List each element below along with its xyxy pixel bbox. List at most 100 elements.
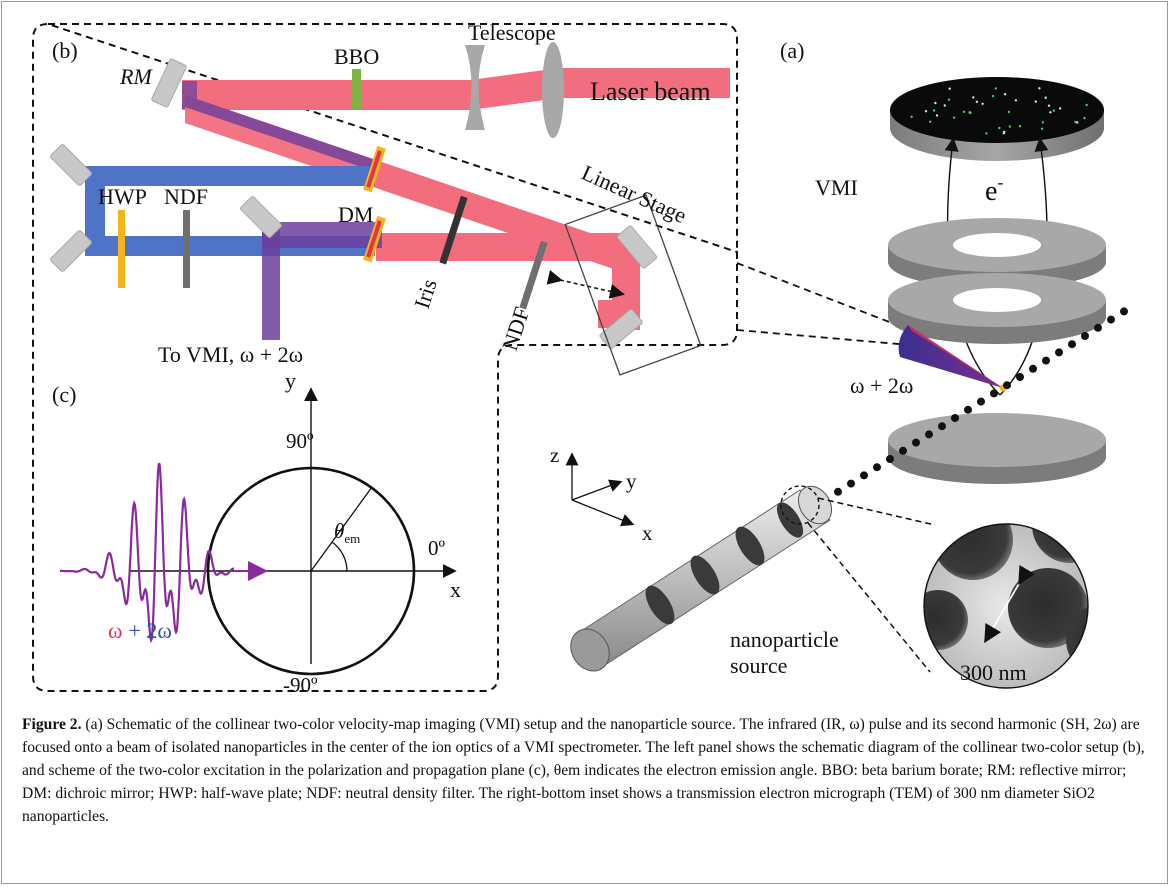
detector-hit — [1008, 125, 1012, 128]
electron-label: e- — [985, 172, 1003, 207]
to-vmi-label: To VMI, ω + 2ω — [158, 342, 303, 367]
detector-hit — [975, 100, 979, 104]
detector-hit — [929, 120, 932, 123]
beam-nanoparticle — [977, 397, 985, 406]
panel-b-optical-setup: (b) RM BBO Telescope Laser beam HWP NDF … — [50, 20, 730, 376]
stage-mirror-top — [616, 225, 658, 269]
polarization-circle — [206, 466, 416, 676]
bbo-crystal — [352, 69, 361, 109]
axis-y-label: y — [626, 469, 637, 493]
axis-y — [571, 479, 623, 501]
beam-nanoparticle — [1055, 348, 1063, 357]
linear-stage-box — [564, 194, 702, 376]
ndf-blue-label: NDF — [164, 184, 208, 209]
detector-hit — [910, 115, 913, 119]
beam-nanoparticle — [1120, 307, 1128, 316]
panel-a-label: (a) — [780, 38, 804, 63]
ring-electrode-2-hole — [953, 288, 1041, 312]
detector-hit — [998, 126, 1001, 130]
beam-nanoparticle — [873, 463, 881, 472]
zoom-line-lower — [736, 329, 911, 346]
detector-hit — [1049, 111, 1052, 114]
detector-hit — [1085, 103, 1088, 107]
beam-nanoparticle — [1068, 340, 1076, 349]
detector-hit — [947, 98, 951, 101]
figure-illustration: (b) RM BBO Telescope Laser beam HWP NDF … — [32, 20, 1128, 697]
beam-nanoparticle — [1003, 381, 1011, 390]
source-label-line2: source — [730, 653, 787, 678]
tem-zoom-origin — [780, 485, 820, 525]
mirror-top-left — [50, 144, 92, 186]
deg-90-label: 90º — [286, 429, 314, 453]
ring-electrode-1-hole — [953, 233, 1041, 257]
laser-beam-label: Laser beam — [590, 77, 711, 106]
tem-particle-4 — [924, 590, 968, 650]
detector-hit — [935, 114, 939, 117]
beam-nanoparticle — [1081, 332, 1089, 340]
detector-hit — [924, 110, 928, 113]
beam-nanoparticle — [1094, 323, 1102, 332]
detector-hit — [1076, 121, 1079, 124]
source-label-line1: nanoparticle — [730, 627, 839, 652]
detector-hit — [1007, 110, 1011, 114]
rm-label: RM — [119, 64, 153, 89]
stage-motion-arrow — [546, 270, 625, 299]
tem-zoom-line-1 — [817, 497, 936, 526]
detector-screen — [890, 77, 1104, 143]
telescope-convex-lens — [542, 42, 564, 138]
detector-hit — [1034, 100, 1038, 103]
beam-nanoparticle — [912, 438, 920, 447]
axis-x — [571, 499, 635, 527]
omega-2omega-label: ω + 2ω — [108, 618, 172, 643]
laser-beam-main — [182, 68, 730, 110]
detector-hit — [1047, 104, 1051, 107]
beam-nanoparticle — [1016, 373, 1024, 381]
beam-nanoparticle — [886, 455, 894, 463]
beam-nanoparticle — [938, 422, 946, 431]
detector-hit — [1038, 87, 1041, 90]
panel-b-label: (b) — [52, 38, 78, 63]
tem-inset: 300 nm — [923, 523, 1089, 689]
detector-hit — [985, 132, 988, 135]
panel-bc-dashed-outline — [32, 22, 738, 692]
detector-hit — [1083, 116, 1086, 120]
ndf-plate-blue — [183, 210, 190, 288]
tem-particle-2 — [1032, 524, 1088, 563]
detector-hit — [1052, 109, 1056, 112]
bbo-label: BBO — [334, 44, 379, 69]
laser-focus-cone-red-edge — [908, 325, 1003, 388]
beam-nanoparticle — [964, 405, 972, 414]
zoom-line-upper — [736, 262, 911, 331]
sh-beam-top — [85, 166, 375, 186]
detector-hit — [948, 87, 951, 90]
iris-plate — [439, 195, 468, 265]
detector-hit — [934, 101, 937, 105]
detector-hit — [1014, 99, 1018, 102]
tem-particle-1 — [933, 524, 1013, 580]
mixed-beam-down — [262, 222, 280, 340]
iris-label: Iris — [409, 276, 442, 312]
axis-z-label: z — [550, 443, 559, 467]
detector-hit — [1044, 96, 1047, 99]
hwp-label: HWP — [98, 184, 147, 209]
deg-0-label: 0º — [428, 536, 446, 560]
beam-nanoparticle — [834, 487, 842, 496]
tem-particle-5 — [1066, 604, 1088, 676]
emission-angle-arc — [331, 541, 348, 572]
ndf-plate-red — [519, 240, 548, 310]
ir-beam-return-lower — [376, 233, 626, 261]
beam-nanoparticle — [990, 389, 998, 398]
c-y-axis-label: y — [285, 368, 296, 393]
beam-nanoparticle — [1107, 315, 1115, 324]
tem-scale-arrow — [984, 565, 1036, 644]
figure-caption: Figure 2. (a) Schematic of the collinear… — [22, 713, 1152, 828]
detector-hit — [991, 94, 995, 98]
mirror-output — [240, 196, 282, 238]
stage-mirror-bottom — [599, 308, 643, 350]
dm-bottom-red — [366, 220, 382, 258]
laser-focus-cone — [898, 325, 1003, 388]
vmi-label: VMI — [815, 175, 858, 200]
sh-beam-left — [85, 166, 105, 256]
beam-nanoparticle — [860, 471, 868, 480]
